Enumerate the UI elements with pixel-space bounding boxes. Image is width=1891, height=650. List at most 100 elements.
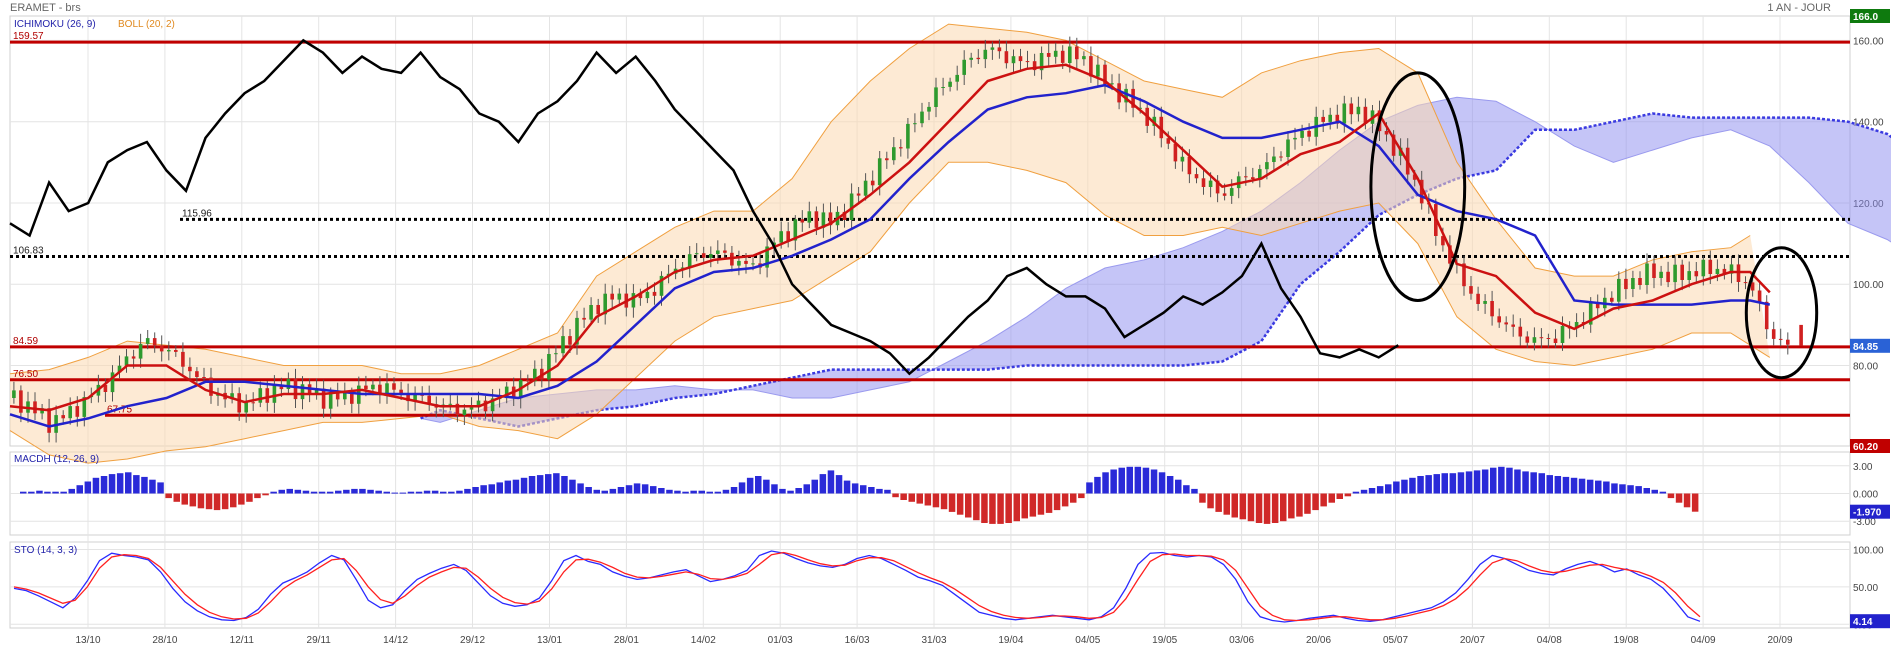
macd-bar (1142, 467, 1150, 494)
candle-body (1574, 322, 1579, 329)
macd-bar (1061, 493, 1069, 507)
candle-body (476, 400, 481, 408)
macd-bar (1651, 489, 1658, 494)
candle-body (1089, 56, 1093, 77)
x-tick-label: 19/05 (1152, 635, 1177, 646)
candle-body (913, 123, 917, 125)
candle-body (448, 403, 453, 405)
candle-body (1483, 301, 1487, 304)
macd-bar (803, 484, 810, 494)
macd-bar (819, 474, 827, 494)
candle-body (1046, 53, 1051, 57)
candle-body (1764, 301, 1769, 330)
macd-bar (1586, 479, 1594, 494)
candle-body (659, 275, 664, 296)
candle-body (328, 392, 333, 409)
macd-bar (1417, 476, 1424, 494)
macd-bar (44, 491, 51, 494)
candle-body (526, 380, 530, 382)
candle-body (1103, 64, 1107, 85)
chart-title: ERAMET - brs (10, 2, 81, 14)
kijun-sen-line (9, 83, 1771, 428)
candle-body (406, 393, 410, 402)
candle-body (1631, 278, 1635, 289)
macd-bar (1570, 477, 1578, 494)
kumo-span-b-line (420, 112, 1891, 428)
candle-body (1595, 302, 1600, 309)
macd-bar (1457, 472, 1465, 494)
candle-body (124, 356, 129, 366)
macd-bar (1473, 470, 1481, 494)
candle-body (1328, 114, 1332, 122)
macd-bar (1005, 493, 1012, 523)
candle-body (631, 293, 636, 308)
candle-body (1068, 46, 1072, 63)
candle-body (1546, 338, 1551, 339)
macd-bar (682, 491, 689, 494)
macd-bar (383, 491, 390, 494)
sto-line (13, 550, 1701, 623)
macd-bar (504, 480, 512, 494)
macd-bar (1376, 486, 1384, 494)
candle-body (1645, 263, 1649, 285)
macd-bar (423, 490, 431, 494)
candle-body (335, 392, 340, 400)
macd-tick-label: -3.00 (1853, 517, 1876, 528)
candle-body (1166, 138, 1171, 144)
x-tick-label: 04/08 (1537, 635, 1562, 646)
candle-body (1553, 338, 1558, 343)
ichimoku-legend: ICHIMOKU (26, 9) (14, 19, 96, 30)
candle-body (12, 390, 16, 398)
candle-body (1159, 116, 1164, 139)
macd-bar (133, 475, 140, 494)
macd-bar (948, 493, 956, 512)
macd-bar (100, 476, 108, 494)
timeframe-label[interactable]: 1 AN - JOUR (1767, 2, 1831, 14)
ichimoku-cloud (420, 97, 1891, 427)
macd-bar (585, 487, 592, 494)
macd-bar (399, 492, 407, 494)
macd-bar (448, 491, 455, 494)
macd-bar (318, 491, 326, 494)
macd-bar (1538, 473, 1545, 494)
macd-bar (868, 487, 875, 494)
macd-bar (1360, 489, 1368, 494)
candle-body (1448, 245, 1452, 264)
candle-body (786, 231, 790, 241)
candle-body (399, 389, 403, 394)
candle-body (1617, 278, 1621, 302)
macd-bar (908, 493, 915, 502)
candle-body (1441, 236, 1445, 246)
x-tick-label: 28/01 (614, 635, 639, 646)
macd-bar (593, 489, 600, 494)
x-tick-label: 04/09 (1691, 635, 1716, 646)
macd-bar (843, 480, 851, 494)
macd-bar (165, 493, 172, 499)
x-tick-label: 29/11 (307, 635, 332, 646)
candle-body (1511, 324, 1515, 327)
candle-body (1124, 88, 1128, 103)
macd-bar (1409, 477, 1416, 494)
candle-body (1476, 293, 1480, 304)
macd-bar (1490, 467, 1497, 494)
macd-bar (84, 481, 92, 494)
macd-bar (787, 490, 794, 494)
candle-body (1504, 322, 1508, 325)
price-badge (1850, 439, 1890, 453)
macd-bar (1037, 493, 1045, 515)
macd-bar (860, 485, 867, 494)
candle-body (983, 49, 988, 60)
x-tick-label: 04/05 (1075, 635, 1100, 646)
macd-bar (36, 490, 43, 494)
macd-bar (1045, 493, 1053, 513)
macd-bar (1546, 475, 1553, 494)
candle-body (1694, 271, 1699, 277)
candle-body (1201, 178, 1206, 187)
macd-bar (601, 490, 608, 494)
macd-bar (108, 474, 116, 494)
x-tick-label: 01/03 (768, 635, 793, 646)
macd-bar (674, 490, 681, 494)
macd-bar (1530, 472, 1537, 494)
macd-bar (1158, 472, 1166, 494)
macd-bar (1619, 484, 1626, 494)
